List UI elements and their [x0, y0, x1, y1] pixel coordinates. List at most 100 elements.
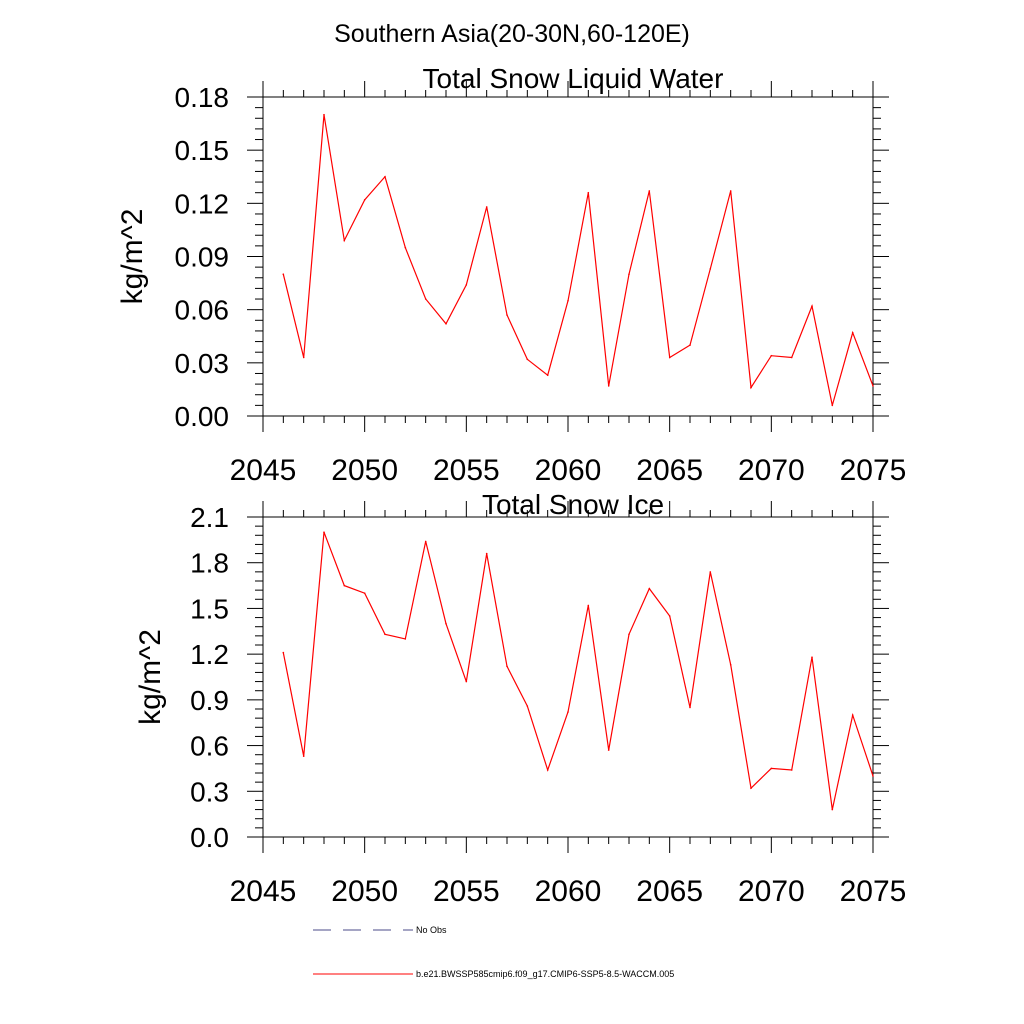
data-point: [790, 769, 793, 771]
data-point: [546, 374, 549, 377]
x-tick-label: 2075: [840, 875, 907, 908]
data-point: [628, 633, 630, 636]
legend-model-label: b.e21.BWSSP585cmip6.f09_g17.CMIP6-SSP5-8…: [416, 969, 674, 979]
data-point: [709, 571, 712, 573]
chart-title: Total Snow Liquid Water: [423, 63, 724, 94]
y-tick-label: 2.1: [190, 502, 229, 533]
series-line: [282, 114, 874, 406]
data-point: [689, 344, 691, 346]
data-point: [872, 385, 874, 387]
data-point: [445, 622, 447, 625]
data-point: [567, 711, 569, 713]
y-tick-label: 0.9: [190, 685, 229, 716]
data-point: [323, 531, 325, 533]
data-point: [831, 808, 834, 811]
y-tick-label: 0.6: [190, 731, 229, 762]
data-point: [607, 749, 610, 751]
data-point: [628, 273, 630, 276]
y-tick-label: 0.03: [175, 348, 230, 379]
y-tick-label: 1.5: [190, 593, 229, 624]
legend-no-obs-label: No Obs: [416, 925, 447, 935]
data-point: [363, 592, 366, 594]
data-point: [445, 323, 447, 325]
data-point: [323, 113, 325, 116]
data-point: [607, 385, 610, 387]
data-point: [729, 190, 732, 192]
data-point: [465, 284, 468, 286]
data-point: [689, 706, 691, 709]
data-point: [282, 273, 285, 276]
data-point: [404, 246, 407, 249]
x-tick-label: 2070: [738, 454, 805, 487]
x-tick-label: 2070: [738, 875, 805, 908]
x-tick-label: 2060: [535, 875, 602, 908]
y-tick-label: 0.12: [175, 188, 230, 219]
y-tick-label: 0.06: [175, 295, 230, 326]
x-tick-label: 2045: [230, 875, 297, 908]
data-point: [546, 769, 549, 771]
data-point: [485, 206, 488, 208]
data-point: [770, 354, 773, 357]
x-tick-label: 2060: [535, 454, 602, 487]
x-tick-label: 2055: [433, 454, 500, 487]
y-tick-label: 0.15: [175, 135, 230, 166]
data-point: [424, 540, 427, 543]
data-point: [851, 714, 854, 716]
data-point: [770, 767, 773, 770]
chart-title: Total Snow Ice: [482, 489, 664, 520]
data-point: [526, 358, 529, 361]
y-tick-label: 0.3: [190, 776, 229, 807]
data-point: [302, 755, 305, 757]
data-point: [750, 787, 752, 789]
panel-snow-liquid-water: Total Snow Liquid Water 2045 2050 2055 2060 2…: [116, 63, 906, 487]
figure-title: Southern Asia(20-30N,60-120E): [334, 20, 690, 48]
plot-frame: [262, 516, 874, 838]
data-point: [343, 239, 346, 242]
x-tick-label: 2065: [636, 454, 703, 487]
y-tick-label: 0.0: [190, 822, 229, 853]
series-line: [282, 531, 874, 810]
x-tick-label: 2050: [331, 875, 398, 908]
data-point: [648, 587, 651, 590]
data-point: [750, 386, 752, 389]
data-point: [668, 615, 671, 617]
x-tick-label: 2075: [840, 454, 907, 487]
y-tick-label: 0.00: [175, 401, 230, 432]
y-tick-label: 1.2: [190, 639, 229, 670]
y-tick-label: 0.18: [175, 82, 230, 113]
data-point: [526, 705, 529, 707]
y-axis-label: kg/m^2: [134, 629, 167, 725]
data-point: [302, 356, 305, 359]
data-point: [424, 298, 427, 300]
data-point: [811, 305, 813, 307]
x-tick-label: 2065: [636, 875, 703, 908]
data-point: [709, 268, 712, 270]
panel-snow-ice: Total Snow Ice 2045 2050 2055 2060 2065 2070 20…: [134, 489, 906, 908]
data-point: [831, 404, 834, 407]
data-point: [282, 651, 285, 654]
data-point: [668, 356, 671, 359]
y-tick-label: 1.8: [190, 548, 229, 579]
x-tick-label: 2055: [433, 875, 500, 908]
legend: No Obs b.e21.BWSSP585cmip6.f09_g17.CMIP6…: [313, 925, 674, 979]
data-point: [384, 175, 386, 178]
data-point: [465, 680, 468, 683]
data-point: [872, 775, 874, 777]
data-point: [404, 638, 407, 640]
y-tick-label: 0.09: [175, 242, 230, 273]
data-point: [811, 656, 813, 658]
x-tick-label: 2050: [331, 454, 398, 487]
data-point: [343, 584, 346, 587]
data-point: [506, 314, 508, 316]
data-point: [648, 190, 651, 192]
x-tick-label: 2045: [230, 454, 297, 487]
data-point: [567, 300, 569, 302]
data-point: [506, 665, 508, 668]
plot-frame: [262, 96, 874, 417]
data-point: [384, 633, 386, 636]
y-axis-label: kg/m^2: [116, 209, 149, 305]
data-point: [587, 191, 590, 194]
data-point: [485, 552, 488, 555]
data-point: [851, 331, 854, 334]
